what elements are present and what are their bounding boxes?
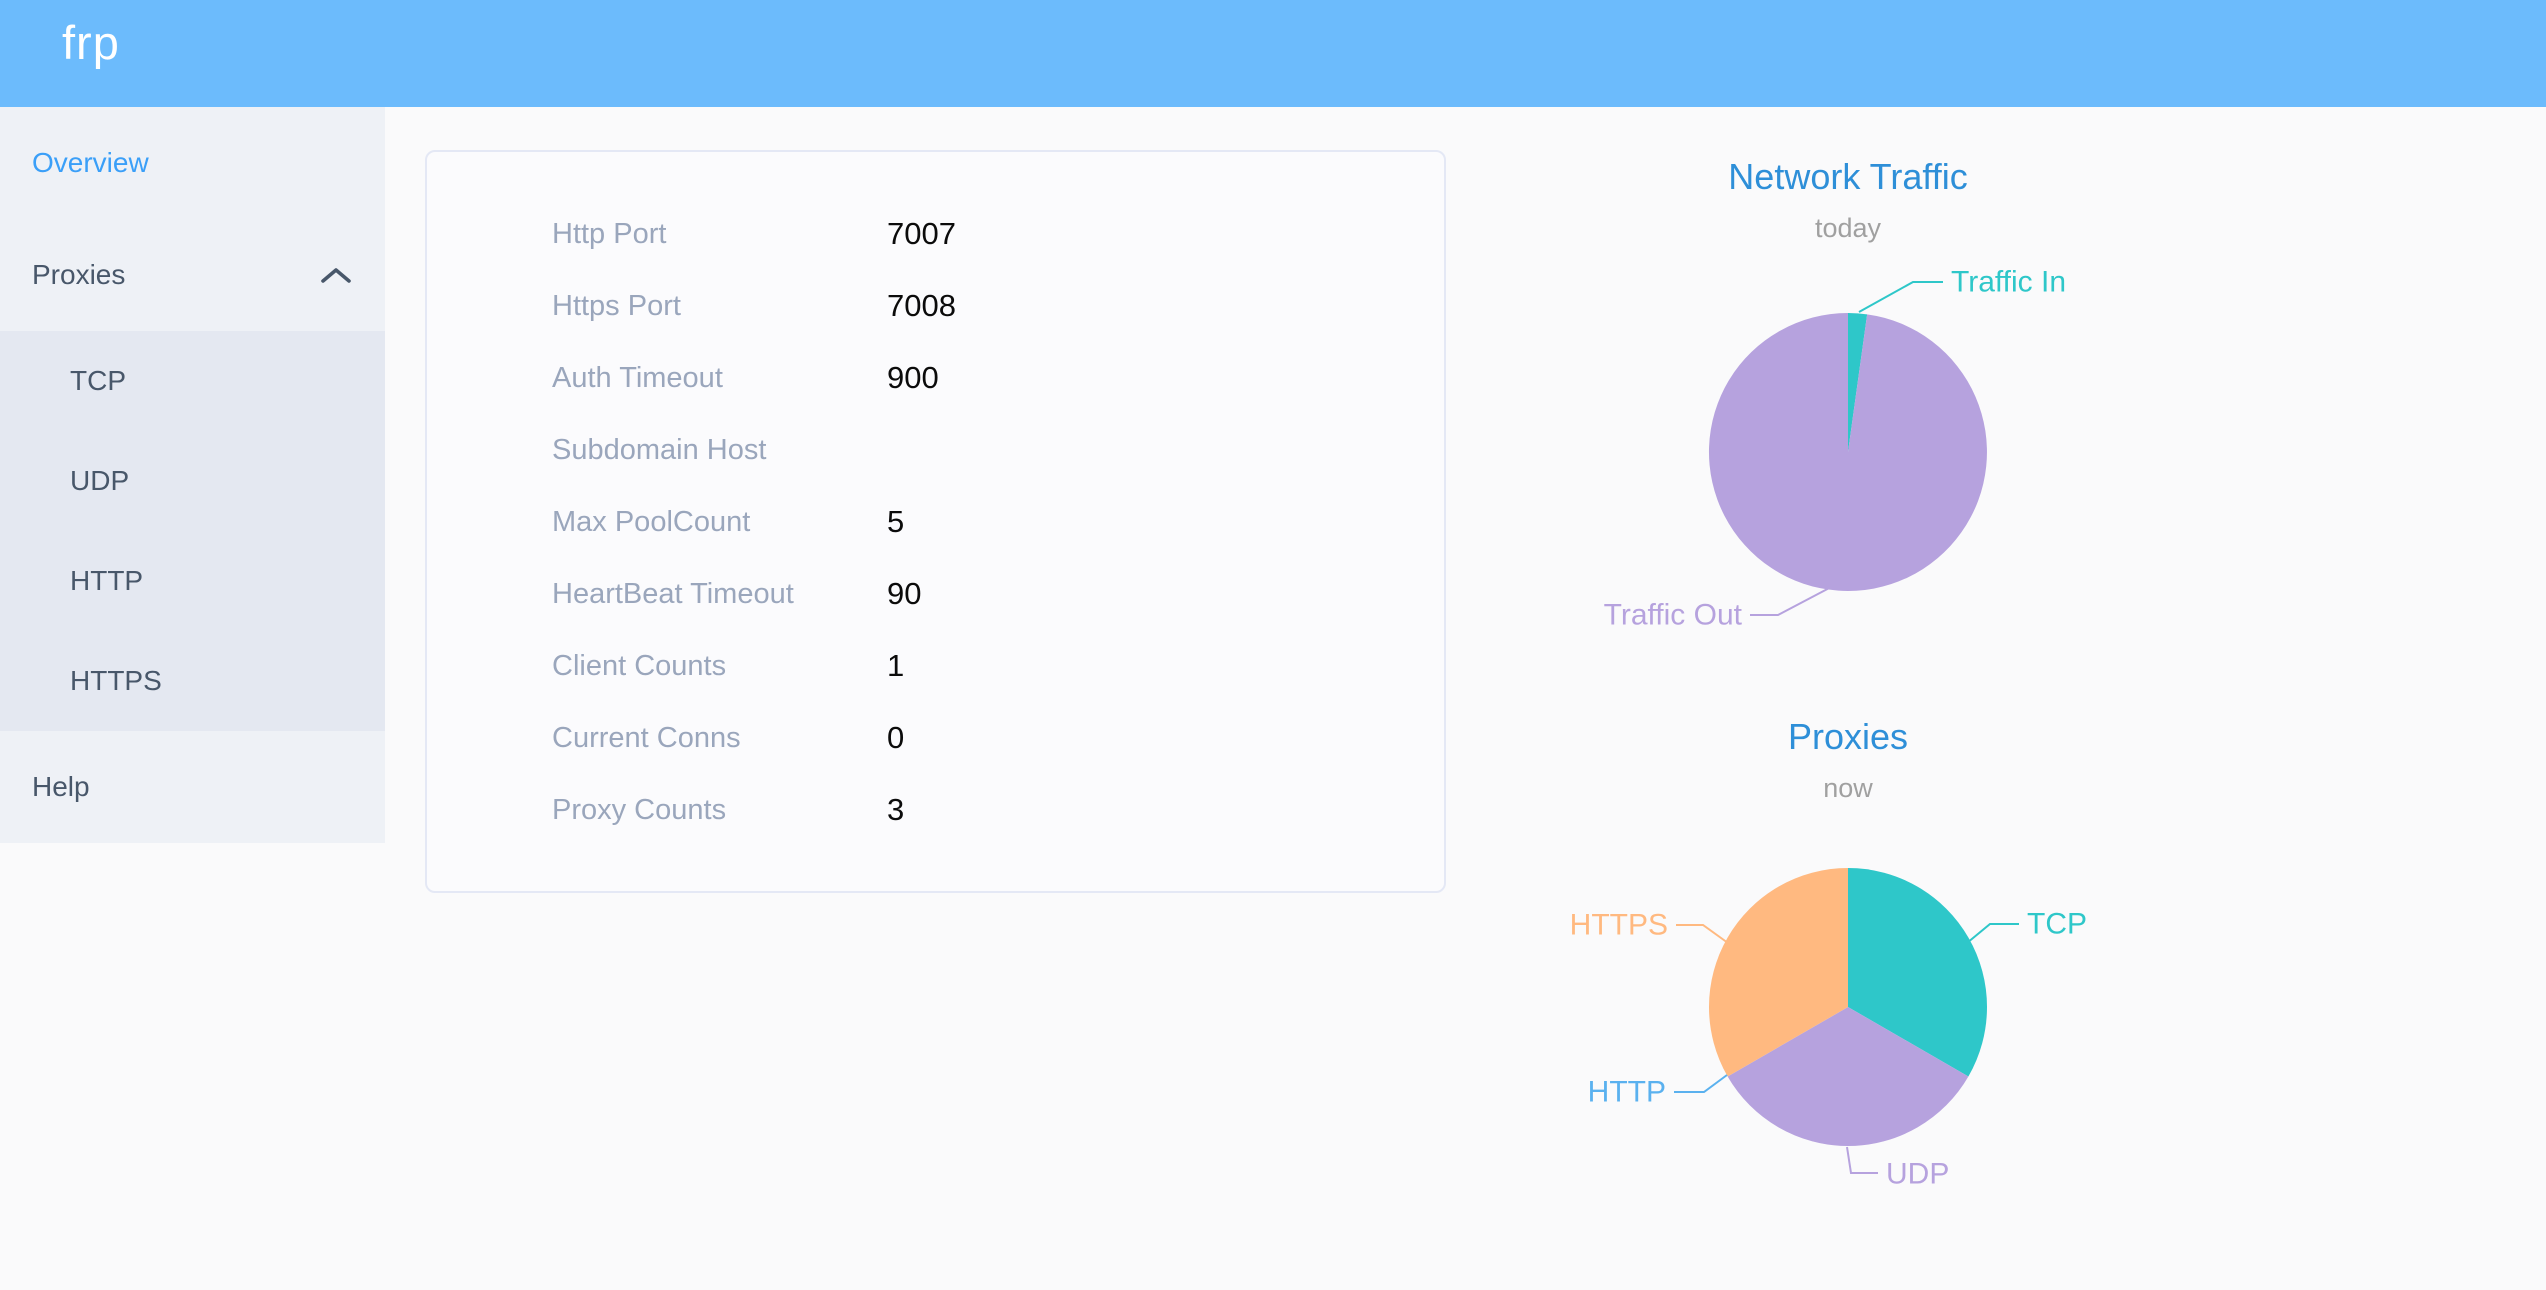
pie-label-line-traffic-in — [1858, 281, 1943, 313]
sidebar-item-proxies[interactable]: Proxies — [0, 219, 385, 331]
config-label: Auth Timeout — [552, 361, 723, 394]
pie-label-line-udp — [1846, 1146, 1878, 1174]
pie-label-line-traffic-out — [1750, 584, 1836, 616]
config-label: Max PoolCount — [552, 505, 751, 538]
app-logo: frp — [62, 16, 120, 69]
config-row: Max PoolCount 5 — [427, 486, 1444, 558]
config-row: Proxy Counts 3 — [427, 774, 1444, 846]
pie-label-https: HTTPS — [1570, 909, 1668, 942]
pie-label-line-https — [1676, 924, 1729, 944]
config-value: 7007 — [887, 216, 956, 251]
config-row: Current Conns 0 — [427, 702, 1444, 774]
config-value: 90 — [887, 576, 922, 611]
config-row: Https Port 7008 — [427, 270, 1444, 342]
config-value: 3 — [887, 792, 905, 827]
pie-label-line-tcp — [1966, 923, 2019, 944]
config-label: Https Port — [552, 289, 681, 322]
sidebar-item-proxies-label: Proxies — [32, 259, 126, 290]
sidebar-item-https[interactable]: HTTPS — [70, 665, 162, 696]
app-header: frp — [0, 0, 2546, 107]
pie-slice-traffic-in[interactable] — [1848, 313, 1868, 452]
config-label: Current Conns — [552, 721, 741, 754]
config-label: Subdomain Host — [552, 433, 767, 466]
chart-subtitle: now — [1823, 773, 1873, 803]
pie-slice-tcp[interactable] — [1848, 868, 1988, 1077]
pie-label-line-http — [1674, 1074, 1728, 1093]
pie-slice-https[interactable] — [1708, 868, 1848, 1077]
sidebar: Overview Proxies TCP UDP HTTP HTTPS Help — [0, 107, 385, 843]
chart-title: Proxies — [1787, 716, 1909, 757]
config-label: Client Counts — [552, 649, 727, 682]
pie-label-http: HTTP — [1588, 1076, 1666, 1109]
network-traffic-chart: Network Traffic today Traffic In Traffic … — [1540, 140, 2180, 700]
sidebar-item-tcp[interactable]: TCP — [70, 365, 126, 396]
config-value: 900 — [887, 360, 939, 395]
chevron-up-icon — [321, 268, 351, 283]
config-value: 1 — [887, 648, 905, 683]
config-value: 5 — [887, 504, 905, 539]
config-row: Auth Timeout 900 — [427, 342, 1444, 414]
sidebar-item-http[interactable]: HTTP — [70, 565, 144, 596]
sidebar-menu: Overview Proxies TCP UDP HTTP HTTPS Help — [0, 107, 385, 843]
main-content: Http Port 7007 Https Port 7008 Auth Time… — [385, 107, 2546, 1234]
server-info-card: Http Port 7007 Https Port 7008 Auth Time… — [425, 150, 1446, 893]
chart-subtitle: today — [1814, 213, 1882, 243]
config-value: 7008 — [887, 288, 956, 323]
proxies-chart: Proxies now TCP UDP HTTP HTTPS — [1540, 700, 2180, 1234]
config-row: Subdomain Host — [427, 414, 1444, 486]
network-traffic-pie[interactable]: Traffic In Traffic Out — [1540, 240, 2180, 680]
config-row: Http Port 7007 — [427, 198, 1444, 270]
pie-label-traffic-in: Traffic In — [1951, 266, 2066, 299]
proxies-pie[interactable]: TCP UDP HTTP HTTPS — [1540, 850, 2180, 1290]
sidebar-item-help[interactable]: Help — [32, 771, 90, 802]
pie-label-tcp: TCP — [2027, 908, 2087, 941]
sidebar-item-udp[interactable]: UDP — [70, 465, 130, 496]
pie-slice-udp[interactable] — [1727, 1007, 1969, 1147]
config-row: HeartBeat Timeout 90 — [427, 558, 1444, 630]
pie-label-udp: UDP — [1886, 1158, 1949, 1191]
chart-title: Network Traffic — [1728, 156, 1968, 197]
config-label: Proxy Counts — [552, 793, 727, 826]
pie-slice-traffic-out[interactable] — [1708, 313, 1987, 591]
pie-label-traffic-out: Traffic Out — [1604, 599, 1743, 632]
config-label: HeartBeat Timeout — [552, 577, 794, 610]
config-row: Client Counts 1 — [427, 630, 1444, 702]
sidebar-submenu-proxies: TCP UDP HTTP HTTPS — [0, 331, 385, 731]
config-label: Http Port — [552, 217, 667, 250]
sidebar-item-overview[interactable]: Overview — [32, 147, 149, 178]
config-value: 0 — [887, 720, 905, 755]
